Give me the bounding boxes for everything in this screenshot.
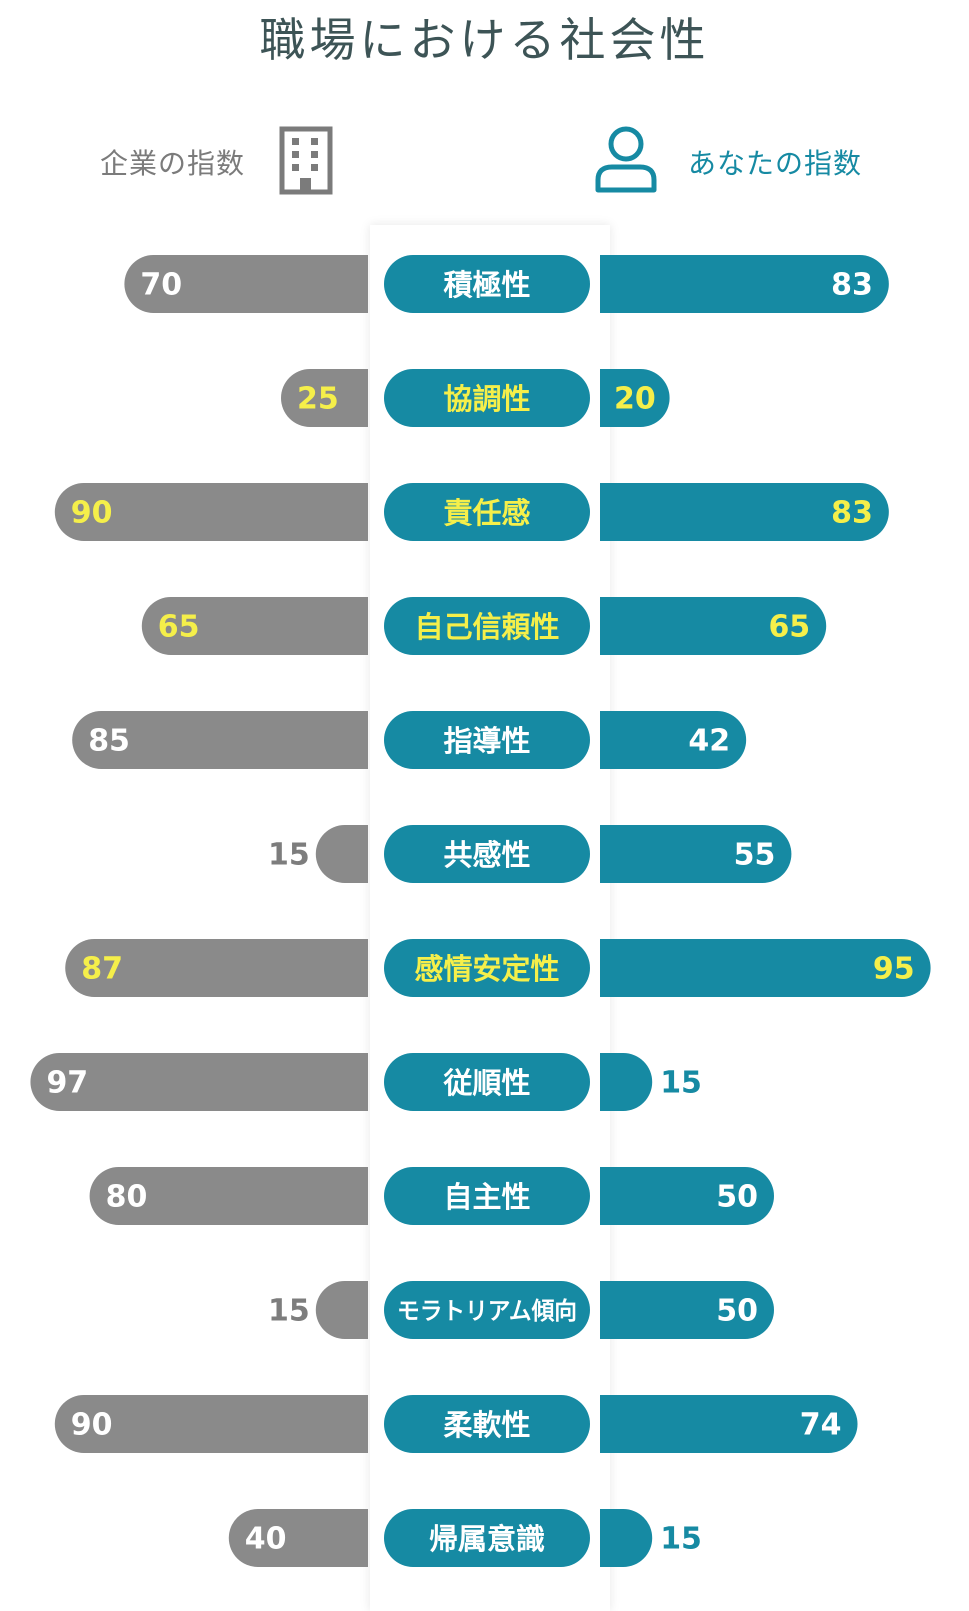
company-bar — [65, 939, 369, 997]
you-bar — [600, 483, 889, 541]
building-icon — [279, 126, 333, 195]
category-pill — [384, 1509, 590, 1567]
you-bar — [600, 939, 931, 997]
company-value-label: 15 — [268, 1294, 310, 1329]
you-value-label: 20 — [614, 382, 656, 417]
category-label: 共感性 — [443, 838, 530, 872]
category-label: 感情安定性 — [414, 952, 559, 986]
company-bar — [89, 1167, 369, 1225]
company-bar — [54, 483, 368, 541]
category-label: 自主性 — [443, 1180, 530, 1214]
company-value-label: 25 — [297, 382, 339, 417]
category-pill — [384, 939, 590, 997]
you-value-label: 55 — [734, 838, 776, 873]
you-bar — [600, 1167, 774, 1225]
category-pill — [384, 483, 590, 541]
you-value-label: 83 — [831, 496, 873, 531]
company-bar — [141, 597, 368, 655]
you-value-label: 15 — [660, 1522, 702, 1557]
legend-company-label: 企業の指数 — [100, 147, 246, 180]
company-value-label: 97 — [46, 1066, 88, 1101]
company-value-label: 85 — [88, 724, 130, 759]
person-icon — [595, 126, 657, 193]
category-pill — [384, 597, 590, 655]
you-value-label: 50 — [716, 1294, 758, 1329]
you-value-label: 74 — [800, 1408, 842, 1443]
you-bar — [600, 1281, 774, 1339]
company-value-label: 90 — [71, 496, 113, 531]
legend-you-label: あなたの指数 — [688, 147, 863, 180]
category-label: 指導性 — [443, 724, 530, 758]
company-value-label: 87 — [81, 952, 123, 987]
company-bar — [124, 255, 368, 313]
you-bar — [600, 825, 792, 883]
company-value-label: 80 — [106, 1180, 148, 1215]
company-bar — [228, 1509, 368, 1567]
company-bar — [281, 369, 368, 427]
company-bar — [72, 711, 368, 769]
you-value-label: 50 — [716, 1180, 758, 1215]
company-value-label: 15 — [268, 838, 310, 873]
category-pill — [384, 255, 590, 313]
category-pill — [384, 1395, 590, 1453]
you-value-label: 65 — [768, 610, 810, 645]
you-bar — [600, 255, 889, 313]
category-pill — [384, 369, 590, 427]
category-label: 帰属意識 — [429, 1522, 545, 1556]
you-value-label: 95 — [873, 952, 915, 987]
you-bar — [600, 1395, 858, 1453]
company-value-label: 90 — [71, 1408, 113, 1443]
category-pill — [384, 711, 590, 769]
company-bar — [30, 1053, 368, 1111]
you-value-label: 83 — [831, 268, 873, 303]
category-label: 従順性 — [442, 1066, 530, 1100]
chart-title: 職場における社会性 — [259, 13, 710, 67]
category-label: 自己信頼性 — [414, 610, 559, 644]
you-bar — [600, 1509, 653, 1567]
category-label: 責任感 — [443, 496, 530, 530]
company-bar — [54, 1395, 368, 1453]
you-bar — [600, 711, 747, 769]
category-pill — [384, 1167, 590, 1225]
you-value-label: 15 — [660, 1066, 702, 1101]
company-value-label: 70 — [140, 268, 182, 303]
you-bar — [600, 597, 827, 655]
company-value-label: 65 — [158, 610, 200, 645]
category-label: 積極性 — [443, 268, 530, 302]
category-label: モラトリアム傾向 — [397, 1297, 577, 1325]
category-pill — [384, 825, 590, 883]
you-bar — [600, 369, 670, 427]
category-column — [370, 225, 610, 1611]
company-bar — [315, 825, 368, 883]
category-pill — [384, 1281, 590, 1339]
you-bar — [600, 1053, 653, 1111]
you-value-label: 42 — [688, 724, 730, 759]
category-label: 柔軟性 — [443, 1408, 530, 1442]
category-pill — [384, 1053, 590, 1111]
company-bar — [315, 1281, 368, 1339]
category-label: 協調性 — [443, 382, 530, 416]
company-value-label: 40 — [245, 1522, 287, 1557]
